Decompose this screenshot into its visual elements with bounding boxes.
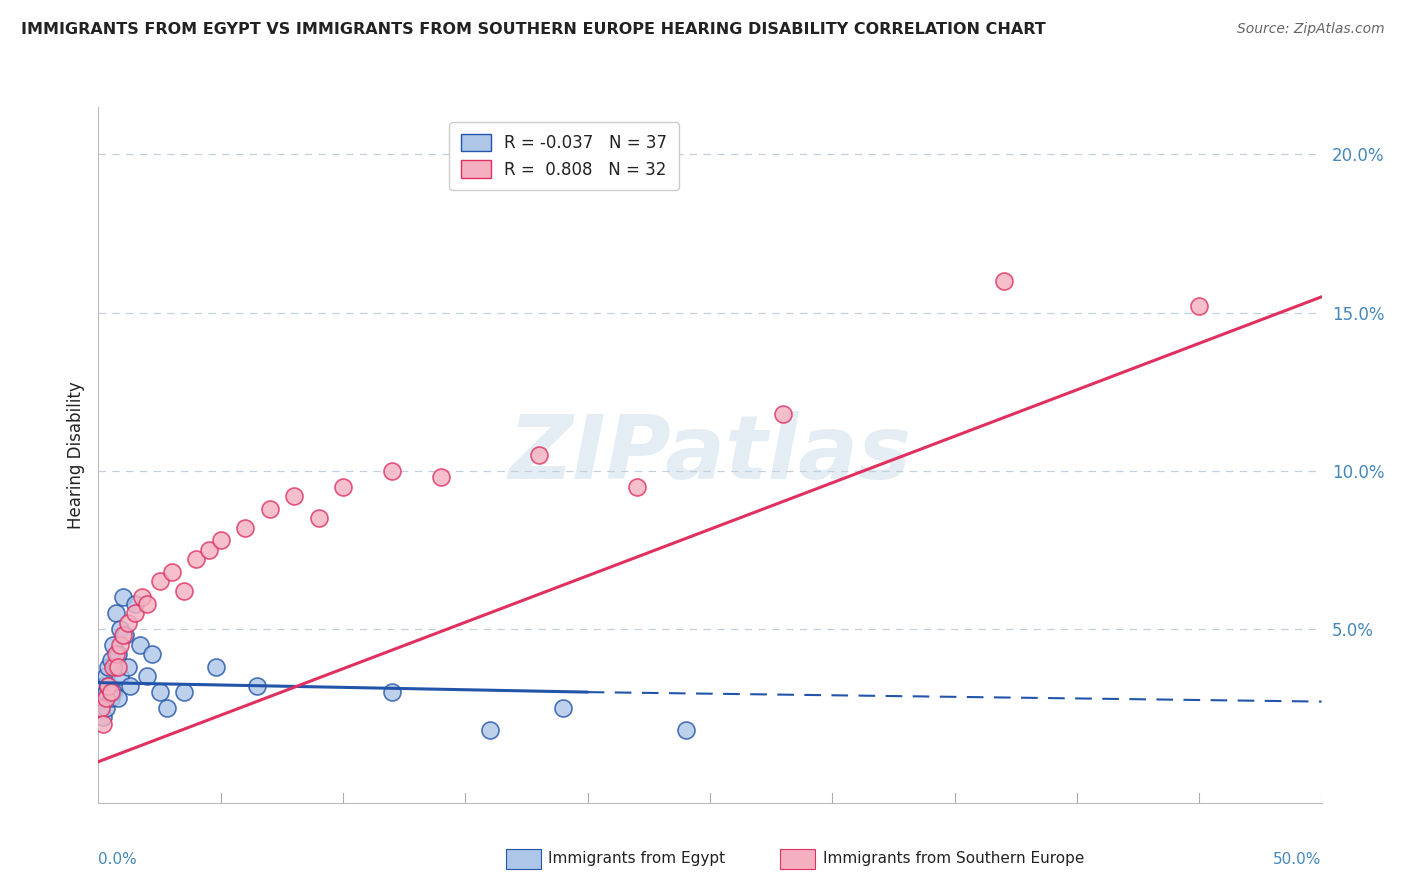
Point xyxy=(173,685,195,699)
Point xyxy=(110,669,132,683)
Text: ZIPatlas: ZIPatlas xyxy=(509,411,911,499)
Point xyxy=(478,723,501,737)
Point xyxy=(90,685,112,699)
Point xyxy=(104,647,127,661)
Point xyxy=(381,685,404,699)
Point xyxy=(110,622,132,636)
Text: IMMIGRANTS FROM EGYPT VS IMMIGRANTS FROM SOUTHERN EUROPE HEARING DISABILITY CORR: IMMIGRANTS FROM EGYPT VS IMMIGRANTS FROM… xyxy=(21,22,1046,37)
Point xyxy=(197,542,219,557)
Legend: R = -0.037   N = 37, R =  0.808   N = 32: R = -0.037 N = 37, R = 0.808 N = 32 xyxy=(450,122,679,190)
Point xyxy=(136,669,159,683)
Point xyxy=(259,501,281,516)
Point xyxy=(111,628,134,642)
Point xyxy=(993,274,1015,288)
Point xyxy=(97,679,120,693)
Point xyxy=(91,691,114,706)
Point xyxy=(104,660,127,674)
Point xyxy=(107,691,129,706)
Point xyxy=(97,679,120,693)
Point xyxy=(430,470,453,484)
Point xyxy=(100,691,122,706)
Point xyxy=(94,669,117,683)
Text: Immigrants from Egypt: Immigrants from Egypt xyxy=(548,851,725,865)
Point xyxy=(246,679,269,693)
Point xyxy=(91,679,114,693)
Point xyxy=(91,710,114,724)
Text: 0.0%: 0.0% xyxy=(98,852,138,867)
Text: Source: ZipAtlas.com: Source: ZipAtlas.com xyxy=(1237,22,1385,37)
Point xyxy=(100,653,122,667)
Point xyxy=(381,464,404,478)
Point xyxy=(149,685,172,699)
Point xyxy=(114,628,136,642)
Point xyxy=(117,615,139,630)
Point xyxy=(120,679,142,693)
Point xyxy=(308,511,330,525)
Point xyxy=(160,565,183,579)
Point xyxy=(156,701,179,715)
Point xyxy=(772,407,794,421)
Point xyxy=(141,647,163,661)
Point xyxy=(107,647,129,661)
Point xyxy=(209,533,232,548)
Point xyxy=(1188,299,1211,313)
Point xyxy=(100,685,122,699)
Point xyxy=(129,638,152,652)
Point xyxy=(675,723,697,737)
Point xyxy=(149,574,172,589)
Y-axis label: Hearing Disability: Hearing Disability xyxy=(66,381,84,529)
Point xyxy=(117,660,139,674)
Point xyxy=(553,701,575,715)
Point xyxy=(94,691,117,706)
Point xyxy=(283,489,305,503)
Point xyxy=(104,606,127,620)
Point xyxy=(131,591,153,605)
Point xyxy=(101,638,124,652)
Point xyxy=(233,521,256,535)
Point xyxy=(107,660,129,674)
Point xyxy=(101,660,124,674)
Text: 50.0%: 50.0% xyxy=(1274,852,1322,867)
Point xyxy=(91,716,114,731)
Point xyxy=(94,685,117,699)
Point xyxy=(124,606,146,620)
Point xyxy=(111,591,134,605)
Point xyxy=(124,597,146,611)
Point xyxy=(527,448,550,462)
Point xyxy=(332,479,354,493)
Point xyxy=(94,701,117,715)
Point xyxy=(205,660,228,674)
Point xyxy=(101,685,124,699)
Point xyxy=(186,552,208,566)
Point xyxy=(626,479,648,493)
Point xyxy=(110,638,132,652)
Point xyxy=(173,583,195,598)
Point xyxy=(97,660,120,674)
Point xyxy=(90,701,112,715)
Point xyxy=(90,701,112,715)
Text: Immigrants from Southern Europe: Immigrants from Southern Europe xyxy=(823,851,1084,865)
Point xyxy=(136,597,159,611)
